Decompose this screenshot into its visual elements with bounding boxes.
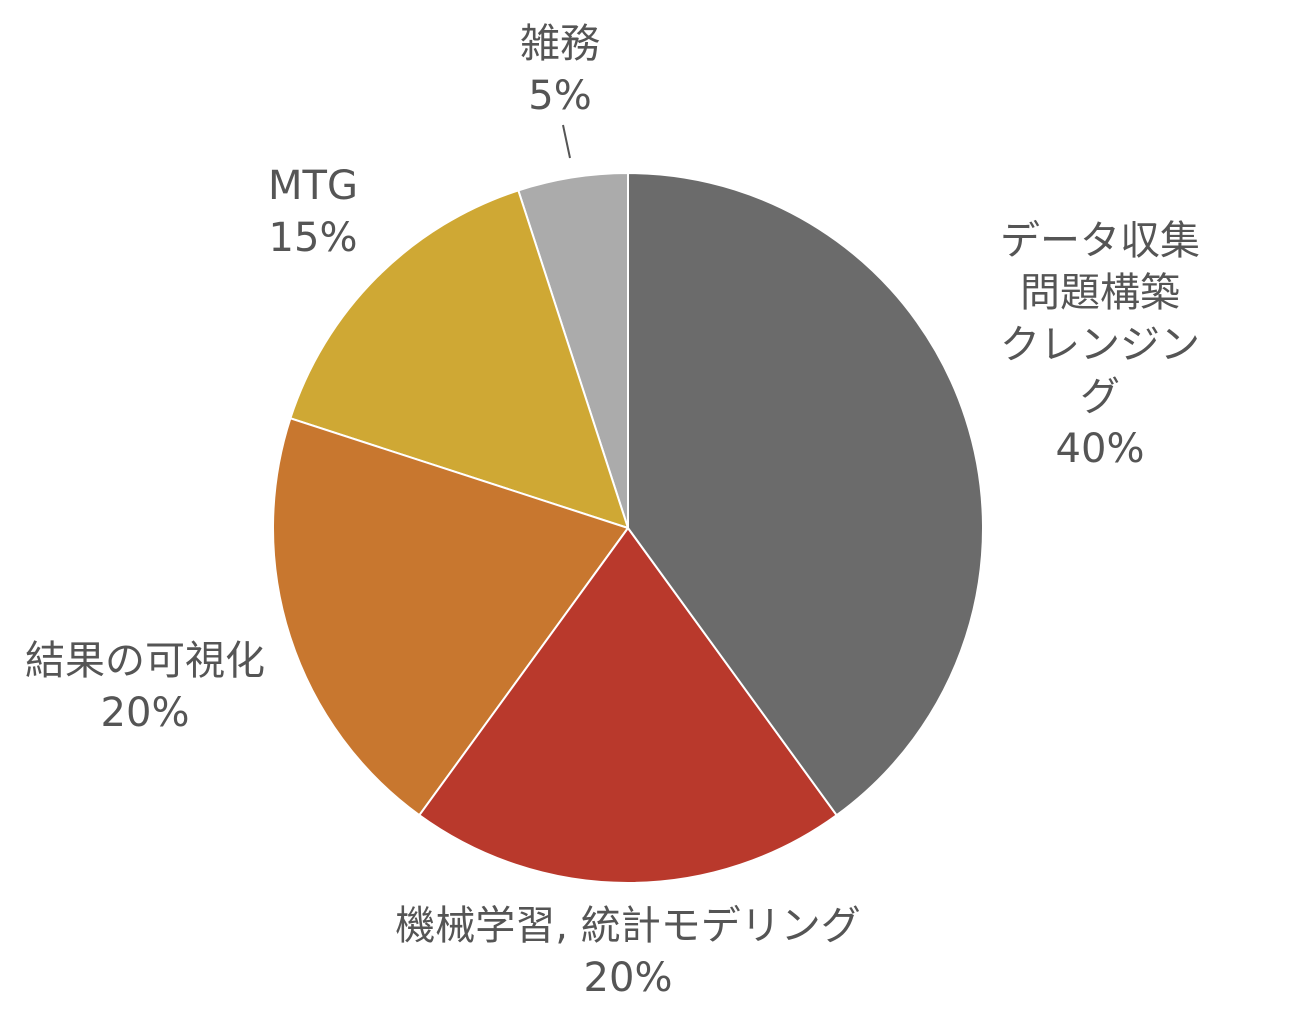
pie-slice [272, 417, 630, 817]
value-label: 40% [1055, 426, 1145, 472]
category-label: 雑務 [520, 21, 600, 67]
category-label: 結果の可視化 [25, 638, 265, 684]
value-label: 20% [100, 690, 190, 736]
slice-label: 結果の可視化 20% [25, 635, 265, 739]
slice-label: MTG 15% [268, 160, 358, 264]
slice-label: 機械学習, 統計モデリング 20% [395, 900, 860, 1004]
pie-slice [627, 171, 984, 817]
value-label: 15% [268, 215, 358, 261]
category-label: 機械学習, 統計モデリング [395, 903, 861, 949]
value-label: 5% [528, 73, 592, 119]
pie-slice [417, 526, 839, 884]
value-label: 20% [583, 955, 673, 1001]
slice-label: データ収集 問題構築 クレンジング 40% [1000, 215, 1200, 475]
pie-slice [289, 189, 630, 530]
category-label: MTG [268, 163, 358, 209]
category-label: データ収集 問題構築 クレンジング [1000, 218, 1200, 420]
leader-line [562, 124, 571, 159]
slice-label: 雑務 5% [520, 18, 600, 122]
